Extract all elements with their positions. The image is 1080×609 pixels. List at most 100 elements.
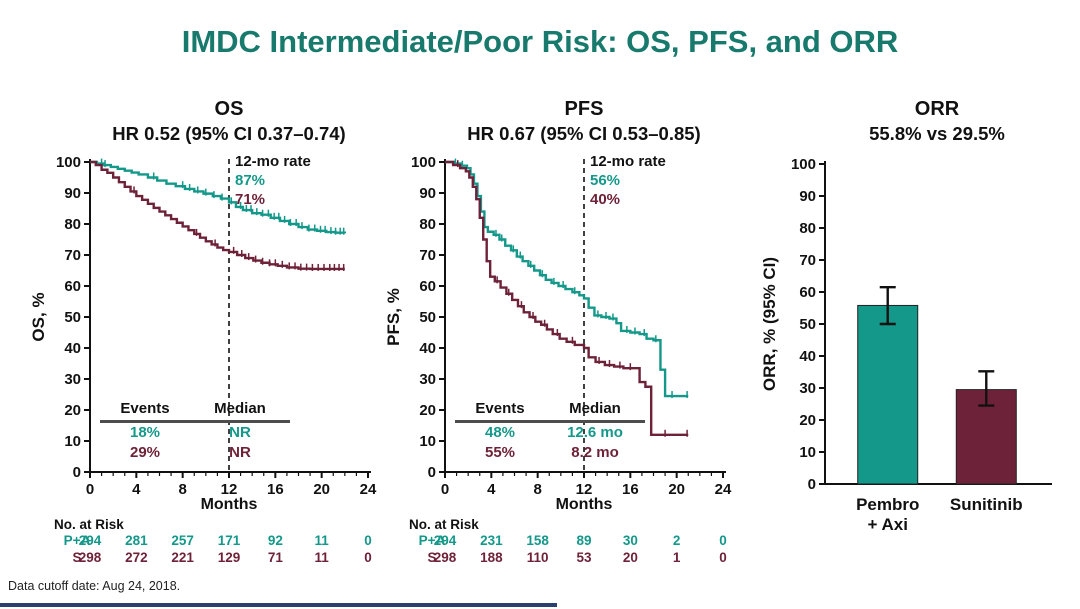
orr-title: ORR — [914, 98, 960, 120]
os-km-plot: 0 10 20 30 40 50 60 70 80 90 100 0 4 8 12 16 20 24 OS, % 1… — [30, 150, 380, 502]
median-value: NR — [229, 444, 251, 461]
svg-text:50: 50 — [419, 309, 436, 326]
svg-text:30: 30 — [799, 380, 816, 397]
svg-text:20: 20 — [419, 402, 436, 419]
os-risk-table: No. at Risk P+A 294 281 257 171 92 11 0 S 298 272 2… — [30, 517, 380, 567]
pfs-hr-subtitle: HR 0.67 (95% CI 0.53–0.85) — [467, 123, 701, 144]
svg-text:16: 16 — [622, 481, 639, 498]
orr-bar-chart: 0 10 20 30 40 50 60 70 80 90 100 Pembro+ Axi Sunitin… — [760, 156, 1052, 534]
os-events-median-table: Events Median 18% NR 29% NR — [100, 400, 290, 463]
svg-text:60: 60 — [799, 284, 816, 301]
svg-text:70: 70 — [64, 247, 81, 264]
events-median-row-sunitinib: 29% NR — [100, 443, 290, 463]
svg-text:4: 4 — [132, 481, 141, 498]
orr-subtitle: 55.8% vs 29.5% — [869, 123, 1005, 144]
os-12mo-rate-annotation: 12-mo rate 87% 71% — [235, 152, 311, 209]
svg-text:90: 90 — [64, 185, 81, 202]
events-median-row-pembro-axi: 18% NR — [100, 423, 290, 443]
svg-text:8: 8 — [178, 481, 186, 498]
svg-text:12: 12 — [576, 481, 593, 498]
os-x-axis-label: Months — [200, 496, 258, 513]
risk-row: P+A 294 231 158 89 30 2 0 — [418, 533, 727, 548]
svg-text:8: 8 — [533, 481, 541, 498]
svg-text:90: 90 — [799, 188, 816, 205]
events-header: Events — [475, 400, 525, 417]
pfs-x-axis-label: Months — [555, 496, 613, 513]
svg-text:10: 10 — [799, 444, 816, 461]
data-cutoff-note: Data cutoff date: Aug 24, 2018. — [8, 579, 181, 593]
svg-text:16: 16 — [267, 481, 284, 498]
pfs-panel: PFS HR 0.67 (95% CI 0.53–0.85) 0 10 20 30 40… — [385, 96, 735, 567]
events-median-row-sunitinib: 55% 8.2 mo — [455, 443, 645, 463]
rate-value-sunitinib: 71% — [235, 191, 266, 208]
svg-text:24: 24 — [715, 481, 732, 498]
svg-text:80: 80 — [64, 216, 81, 233]
svg-text:100: 100 — [411, 154, 436, 171]
events-median-row-pembro-axi: 48% 12.6 mo — [455, 423, 645, 443]
svg-text:ORR, % (95% CI): ORR, % (95% CI) — [760, 257, 779, 391]
svg-text:90: 90 — [419, 185, 436, 202]
pfs-panel-header: PFS HR 0.67 (95% CI 0.53–0.85) — [433, 96, 735, 146]
svg-text:60: 60 — [64, 278, 81, 295]
svg-text:10: 10 — [64, 433, 81, 450]
svg-text:20: 20 — [313, 481, 330, 498]
risk-row: P+A 294 281 257 171 92 11 0 — [63, 533, 372, 548]
os-hr-subtitle: HR 0.52 (95% CI 0.37–0.74) — [112, 123, 346, 144]
svg-text:0: 0 — [808, 476, 816, 493]
svg-text:80: 80 — [419, 216, 436, 233]
median-value: 12.6 mo — [567, 424, 623, 441]
svg-text:+ Axi: + Axi — [867, 515, 907, 534]
median-value: 8.2 mo — [571, 444, 619, 461]
svg-text:50: 50 — [799, 316, 816, 333]
pfs-12mo-rate-annotation: 12-mo rate 56% 40% — [590, 152, 666, 209]
svg-text:40: 40 — [799, 348, 816, 365]
events-median-header: Events Median — [100, 400, 290, 423]
svg-text:OS, %: OS, % — [30, 292, 48, 341]
events-value: 48% — [484, 424, 516, 441]
svg-text:100: 100 — [56, 154, 81, 171]
pfs-risk-table: No. at Risk P+A 294 231 158 89 30 2 0 S 298 188 110… — [385, 517, 735, 567]
svg-text:0: 0 — [86, 481, 94, 498]
svg-text:20: 20 — [799, 412, 816, 429]
svg-text:12: 12 — [221, 481, 238, 498]
svg-text:10: 10 — [419, 433, 436, 450]
orr-panel-header: ORR 55.8% vs 29.5% — [809, 96, 1065, 146]
svg-text:40: 40 — [64, 340, 81, 357]
os-title: OS — [214, 98, 244, 120]
svg-text:Sunitinib: Sunitinib — [950, 495, 1023, 514]
pfs-km-plot: 0 10 20 30 40 50 60 70 80 90 100 0 4 8 12 16 20 24 PFS, % … — [385, 150, 735, 502]
svg-text:40: 40 — [419, 340, 436, 357]
events-value: 55% — [484, 444, 516, 461]
svg-text:0: 0 — [441, 481, 449, 498]
svg-text:100: 100 — [791, 156, 816, 173]
events-value: 18% — [129, 424, 161, 441]
risk-table-label: No. at Risk — [409, 517, 479, 532]
events-median-header: Events Median — [455, 400, 645, 423]
risk-row: S 298 188 110 53 20 1 0 — [427, 550, 727, 565]
events-value: 29% — [129, 444, 161, 461]
svg-text:30: 30 — [419, 371, 436, 388]
rate-value-sunitinib: 40% — [590, 191, 621, 208]
bottom-accent-bar — [0, 603, 557, 607]
orr-panel: ORR 55.8% vs 29.5% 0 10 20 30 40 50 60 70 80 90 10… — [755, 96, 1065, 550]
svg-text:0: 0 — [428, 464, 436, 481]
svg-text:70: 70 — [799, 252, 816, 269]
rate-label: 12-mo rate — [235, 153, 311, 170]
svg-text:4: 4 — [487, 481, 496, 498]
os-km-chart: 0 10 20 30 40 50 60 70 80 90 100 0 4 8 12 16 20 24 OS, % — [30, 154, 377, 498]
rate-value-pembro-axi: 56% — [590, 172, 621, 189]
svg-text:24: 24 — [360, 481, 377, 498]
svg-text:0: 0 — [73, 464, 81, 481]
svg-text:50: 50 — [64, 309, 81, 326]
svg-text:80: 80 — [799, 220, 816, 237]
pfs-title: PFS — [564, 98, 604, 120]
events-header: Events — [120, 400, 170, 417]
rate-label: 12-mo rate — [590, 153, 666, 170]
risk-row: S 298 272 221 129 71 11 0 — [72, 550, 372, 565]
median-header: Median — [214, 400, 266, 417]
svg-text:Pembro: Pembro — [856, 495, 919, 514]
svg-text:30: 30 — [64, 371, 81, 388]
svg-text:PFS, %: PFS, % — [385, 288, 403, 346]
rate-value-pembro-axi: 87% — [235, 172, 266, 189]
